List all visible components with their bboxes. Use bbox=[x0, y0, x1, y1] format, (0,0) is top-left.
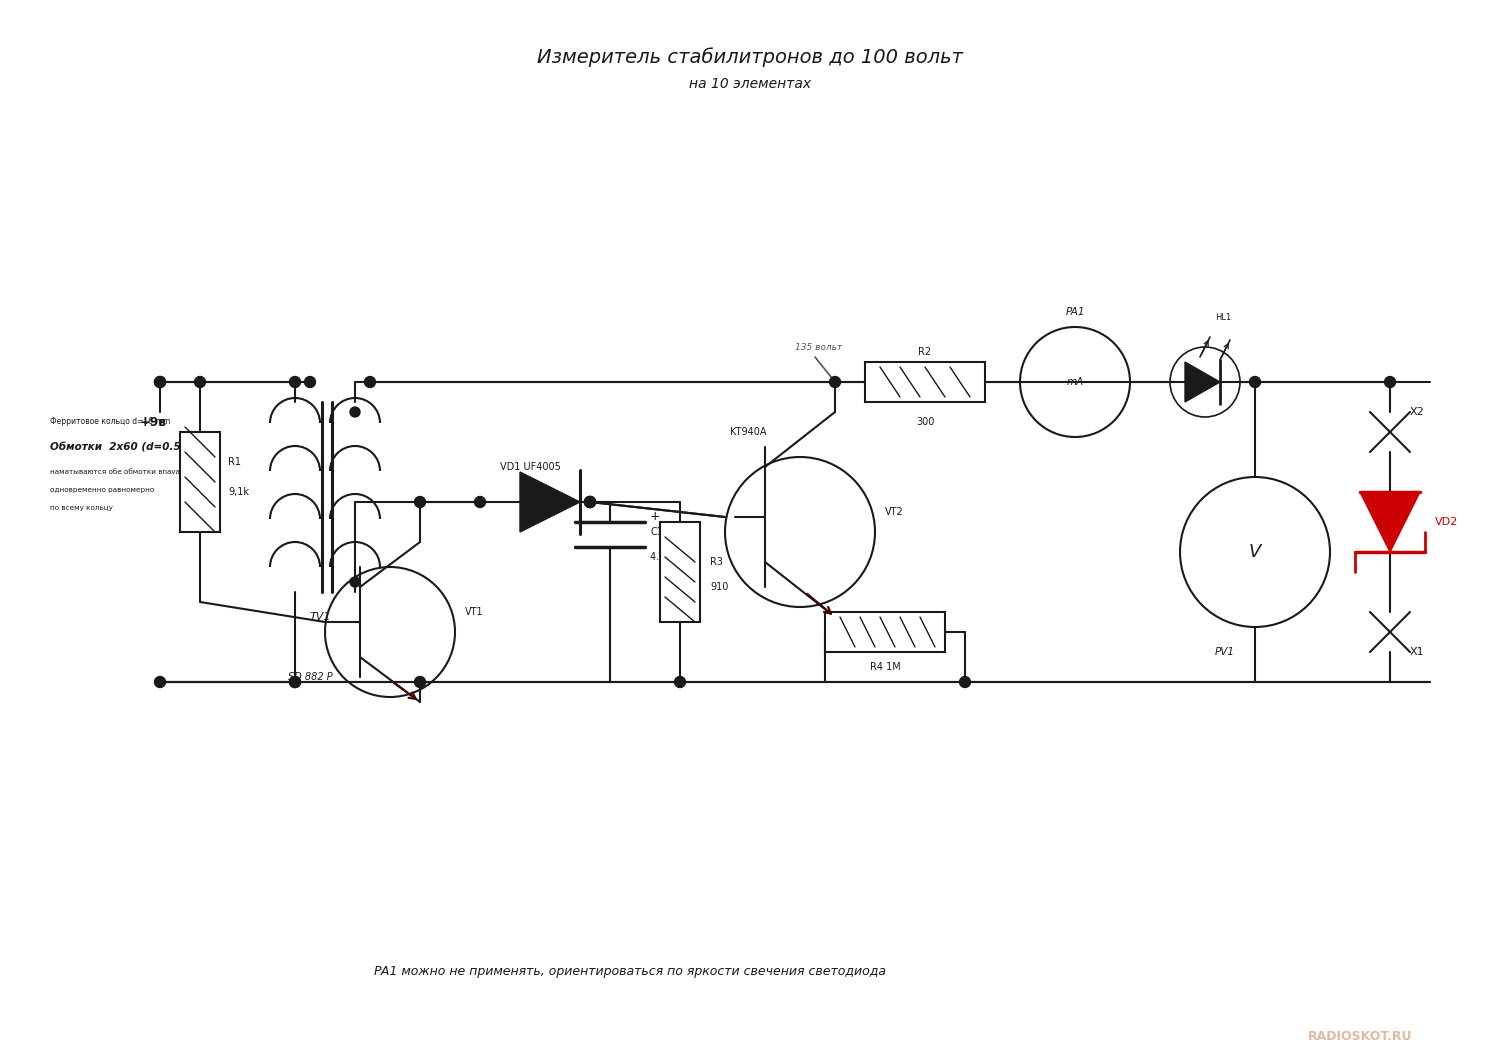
Text: Ферритовое кольцо d=16 mm: Ферритовое кольцо d=16 mm bbox=[50, 417, 171, 427]
Circle shape bbox=[474, 497, 486, 508]
Text: X1: X1 bbox=[1410, 647, 1425, 657]
Circle shape bbox=[290, 676, 300, 687]
Text: HL1: HL1 bbox=[1215, 312, 1231, 322]
Text: PA1: PA1 bbox=[1065, 307, 1084, 316]
Text: TV1: TV1 bbox=[309, 612, 332, 622]
Text: 4.7µ х300: 4.7µ х300 bbox=[650, 552, 699, 562]
Text: RADIOSKOT.RU: RADIOSKOT.RU bbox=[1308, 1030, 1413, 1044]
Text: PV1: PV1 bbox=[1215, 647, 1234, 657]
Text: X2: X2 bbox=[1410, 407, 1425, 417]
Text: VT1: VT1 bbox=[465, 607, 483, 617]
Text: VT2: VT2 bbox=[885, 507, 903, 517]
Text: 9,1k: 9,1k bbox=[228, 487, 249, 497]
Circle shape bbox=[414, 497, 426, 508]
Circle shape bbox=[585, 497, 596, 508]
Text: +: + bbox=[650, 511, 660, 524]
Text: R3: R3 bbox=[710, 556, 723, 567]
Text: R1: R1 bbox=[228, 457, 242, 467]
Circle shape bbox=[960, 676, 970, 687]
Text: R4 1M: R4 1M bbox=[870, 662, 900, 672]
Text: KT940A: KT940A bbox=[730, 427, 766, 436]
Text: R2: R2 bbox=[918, 347, 932, 357]
Text: на 10 элементах: на 10 элементах bbox=[688, 78, 812, 91]
Circle shape bbox=[304, 377, 315, 388]
Text: Обмотки  2х60 (d=0.5): Обмотки 2х60 (d=0.5) bbox=[50, 442, 186, 452]
Circle shape bbox=[350, 577, 360, 587]
Circle shape bbox=[414, 676, 426, 687]
Circle shape bbox=[195, 377, 206, 388]
Text: наматываются обе обмотки вnavал: наматываются обе обмотки вnavал bbox=[50, 469, 184, 475]
Text: VD1 UF4005: VD1 UF4005 bbox=[500, 462, 561, 472]
Circle shape bbox=[1250, 377, 1260, 388]
Text: 135 вольт: 135 вольт bbox=[795, 343, 842, 352]
Circle shape bbox=[585, 497, 596, 508]
Text: V: V bbox=[1250, 543, 1262, 561]
Text: Измеритель стабилитронов до 100 вольт: Измеритель стабилитронов до 100 вольт bbox=[537, 47, 963, 67]
Circle shape bbox=[290, 377, 300, 388]
Polygon shape bbox=[1185, 362, 1219, 402]
Bar bbox=[180, 432, 220, 532]
Bar bbox=[825, 612, 945, 652]
Circle shape bbox=[290, 676, 300, 687]
Text: mA: mA bbox=[1066, 377, 1083, 387]
Text: SD 882 P: SD 882 P bbox=[288, 672, 333, 682]
Circle shape bbox=[830, 377, 840, 388]
Text: по всему кольцу: по всему кольцу bbox=[50, 506, 112, 511]
Circle shape bbox=[1384, 377, 1395, 388]
Circle shape bbox=[585, 497, 596, 508]
Circle shape bbox=[364, 377, 375, 388]
Text: одновременно равномерно: одновременно равномерно bbox=[50, 487, 154, 493]
Text: 300: 300 bbox=[916, 417, 934, 427]
Text: 910: 910 bbox=[710, 582, 729, 592]
Circle shape bbox=[154, 676, 165, 687]
Text: PA1 можно не применять, ориентироваться по яркости свечения светодиода: PA1 можно не применять, ориентироваться … bbox=[374, 965, 886, 978]
Text: C1: C1 bbox=[650, 527, 663, 537]
Circle shape bbox=[154, 377, 165, 388]
Circle shape bbox=[154, 377, 165, 388]
Bar bbox=[865, 362, 986, 402]
Text: +9в: +9в bbox=[140, 415, 166, 428]
Polygon shape bbox=[1360, 492, 1420, 552]
Bar bbox=[660, 523, 700, 622]
Polygon shape bbox=[520, 472, 580, 532]
Circle shape bbox=[675, 676, 686, 687]
Text: VD2: VD2 bbox=[1436, 517, 1458, 527]
Circle shape bbox=[350, 407, 360, 417]
